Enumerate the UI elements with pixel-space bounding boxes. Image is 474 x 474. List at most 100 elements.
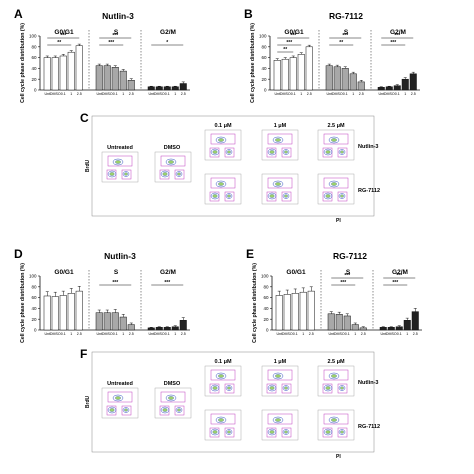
y-tick-label: 20 xyxy=(261,77,267,82)
contour xyxy=(267,428,277,436)
flow-plot-frame xyxy=(204,409,242,441)
x-tick-label: 1 xyxy=(302,332,304,336)
gate-g2 xyxy=(224,147,235,158)
bar xyxy=(155,327,163,331)
bar xyxy=(59,295,67,331)
contour xyxy=(267,384,277,392)
x-tick-label: DMSO xyxy=(50,332,61,336)
y-tick-label: 20 xyxy=(263,317,269,322)
flow-x-axis-label: PI xyxy=(336,454,341,460)
flow-y-axis-label: BrdU xyxy=(85,160,91,173)
x-tick-label: 0.1 xyxy=(165,332,170,336)
bar xyxy=(289,57,297,91)
x-tick-label: 2.5 xyxy=(129,92,134,96)
bar xyxy=(297,54,305,91)
y-tick-label: 80 xyxy=(31,284,37,289)
bar xyxy=(411,311,419,331)
contour xyxy=(267,148,277,156)
sig-marker: *** xyxy=(164,280,170,286)
bar xyxy=(111,312,119,331)
y-tick-label: 40 xyxy=(31,306,37,311)
contour-core xyxy=(115,160,121,164)
x-tick-label: 1 xyxy=(70,92,72,96)
x-tick-label: 2.5 xyxy=(181,332,186,336)
contour xyxy=(282,193,290,199)
panel-letter-e: E xyxy=(246,247,254,261)
gate-g2 xyxy=(337,191,348,202)
bar xyxy=(147,327,155,331)
contour-core xyxy=(218,374,224,378)
sig-marker: *** xyxy=(108,40,114,46)
bar xyxy=(387,327,395,331)
contour-core xyxy=(284,430,288,434)
bar xyxy=(359,327,367,331)
bar xyxy=(171,326,179,331)
contour-core xyxy=(218,138,224,142)
contour xyxy=(175,171,183,177)
group-label-1: S xyxy=(114,269,119,276)
contour xyxy=(282,385,290,391)
label-conc-2-5: 2.5 μM xyxy=(327,123,345,129)
label-drug-nutlin: Nutlin-3 xyxy=(358,380,378,386)
contour xyxy=(225,193,233,199)
flow-plot-dmso xyxy=(154,151,192,183)
flow-plot-frame xyxy=(154,387,192,419)
bar xyxy=(95,312,103,331)
bar xyxy=(51,296,59,331)
label-dmso: DMSO xyxy=(164,145,181,151)
flow-plot-untreated xyxy=(101,151,139,183)
bar xyxy=(333,66,341,91)
flow-plot-nutlin-2.5 xyxy=(317,365,355,397)
gate-g2 xyxy=(281,427,292,438)
gate-g2 xyxy=(224,383,235,394)
flow-panel-f: PI BrdU Untreated DMSO 0.1 μM 1 μM 2.5 μM Nutli… xyxy=(85,351,380,460)
gate-g2 xyxy=(281,191,292,202)
label-drug-nutlin: Nutlin-3 xyxy=(358,144,378,150)
contour-core xyxy=(124,408,128,412)
y-tick-label: 80 xyxy=(263,284,269,289)
contour-core xyxy=(269,150,275,154)
contour-core xyxy=(325,386,331,390)
bar xyxy=(179,320,187,331)
label-conc-0-1: 0.1 μM xyxy=(214,123,232,129)
y-tick-label: 40 xyxy=(31,66,37,71)
x-tick-label: 2.5 xyxy=(307,92,312,96)
contour-core xyxy=(227,194,231,198)
contour xyxy=(323,148,333,156)
contour-core xyxy=(284,150,288,154)
contour-core xyxy=(269,194,275,198)
gate-g2 xyxy=(281,147,292,158)
contour xyxy=(107,170,117,178)
bar xyxy=(283,294,291,331)
x-tick-label: 0.1 xyxy=(345,332,350,336)
sig-marker: *** xyxy=(344,273,350,279)
bar xyxy=(103,65,111,91)
y-tick-label: 20 xyxy=(31,317,37,322)
contour-core xyxy=(162,172,168,176)
x-tick-label: 1 xyxy=(406,332,408,336)
bar xyxy=(305,46,313,91)
x-tick-label: Unt xyxy=(380,332,386,336)
x-tick-label: Unt xyxy=(96,332,102,336)
sig-marker: *** xyxy=(112,33,118,39)
contour xyxy=(215,416,227,424)
contour-core xyxy=(284,386,288,390)
contour-core xyxy=(325,430,331,434)
y-axis-label: Cell cycle phase distribution (%) xyxy=(250,23,256,103)
x-tick-label: DMSO xyxy=(154,92,165,96)
gate-g2 xyxy=(337,383,348,394)
bar xyxy=(291,293,299,331)
panel-letter-c: C xyxy=(80,111,89,125)
gate-s-phase xyxy=(210,177,236,189)
y-tick-label: 0 xyxy=(34,88,37,93)
contour xyxy=(175,407,183,413)
bar xyxy=(43,57,51,91)
bar xyxy=(401,78,409,91)
flow-plot-frame xyxy=(317,129,355,161)
bar xyxy=(95,65,103,91)
label-untreated: Untreated xyxy=(107,381,133,387)
flow-plot-rg-2.5 xyxy=(317,409,355,441)
gate-s-phase xyxy=(210,133,236,145)
